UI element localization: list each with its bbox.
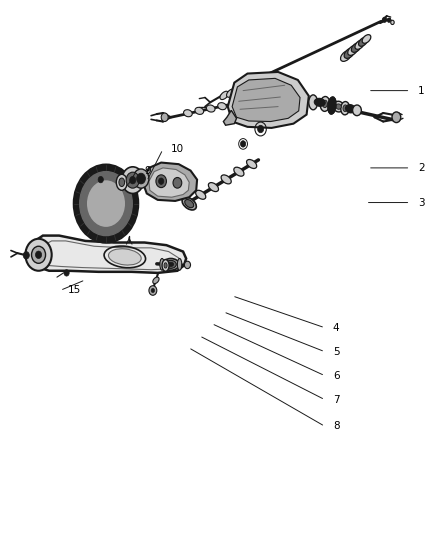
Ellipse shape — [162, 259, 179, 270]
Text: 2: 2 — [418, 163, 425, 173]
Ellipse shape — [177, 259, 182, 270]
Ellipse shape — [328, 97, 336, 114]
Circle shape — [184, 261, 191, 269]
Circle shape — [25, 239, 52, 271]
Ellipse shape — [206, 105, 215, 112]
Ellipse shape — [322, 100, 328, 108]
Ellipse shape — [196, 190, 206, 199]
Polygon shape — [232, 78, 300, 122]
Ellipse shape — [234, 167, 244, 176]
Ellipse shape — [119, 178, 124, 187]
Ellipse shape — [182, 197, 196, 210]
Text: 4: 4 — [333, 323, 339, 333]
Ellipse shape — [164, 263, 167, 268]
Text: 7: 7 — [333, 395, 339, 405]
Text: 8: 8 — [333, 422, 339, 431]
Polygon shape — [28, 236, 186, 273]
Circle shape — [126, 172, 139, 188]
Text: 3: 3 — [418, 198, 425, 207]
Circle shape — [159, 178, 164, 184]
Circle shape — [149, 286, 157, 295]
Circle shape — [122, 167, 144, 193]
Circle shape — [173, 177, 182, 188]
Circle shape — [151, 288, 155, 293]
Ellipse shape — [221, 175, 231, 184]
Text: 9: 9 — [145, 166, 151, 175]
Ellipse shape — [355, 40, 364, 50]
Circle shape — [35, 251, 42, 259]
Ellipse shape — [109, 249, 141, 265]
Circle shape — [156, 175, 166, 188]
Circle shape — [387, 18, 391, 22]
Circle shape — [258, 125, 264, 133]
Ellipse shape — [346, 104, 355, 113]
Text: 6: 6 — [333, 371, 339, 381]
Ellipse shape — [240, 84, 248, 93]
Circle shape — [391, 20, 394, 25]
Text: 5: 5 — [333, 347, 339, 357]
Circle shape — [137, 173, 145, 184]
Ellipse shape — [340, 51, 352, 61]
Ellipse shape — [185, 199, 194, 208]
Polygon shape — [149, 168, 189, 197]
Ellipse shape — [353, 105, 361, 116]
Circle shape — [86, 180, 126, 228]
Polygon shape — [223, 110, 237, 125]
Ellipse shape — [184, 110, 192, 117]
Text: 1: 1 — [418, 86, 425, 95]
Ellipse shape — [314, 98, 325, 107]
Polygon shape — [228, 72, 309, 128]
Circle shape — [74, 165, 138, 242]
Ellipse shape — [348, 45, 358, 55]
Circle shape — [64, 270, 69, 276]
Ellipse shape — [162, 260, 169, 271]
Ellipse shape — [344, 48, 355, 58]
Ellipse shape — [160, 259, 164, 270]
Ellipse shape — [343, 105, 347, 111]
Ellipse shape — [168, 262, 173, 266]
Ellipse shape — [226, 89, 235, 97]
Ellipse shape — [328, 97, 336, 114]
Ellipse shape — [208, 183, 219, 191]
Circle shape — [23, 252, 29, 259]
Polygon shape — [142, 163, 197, 201]
Ellipse shape — [233, 87, 242, 95]
Ellipse shape — [336, 104, 341, 109]
Circle shape — [161, 113, 168, 122]
Circle shape — [240, 141, 246, 147]
Circle shape — [130, 176, 136, 184]
Ellipse shape — [220, 91, 229, 100]
Circle shape — [80, 172, 132, 236]
Circle shape — [392, 112, 401, 123]
Text: 15: 15 — [68, 286, 81, 295]
Ellipse shape — [195, 107, 204, 115]
Ellipse shape — [362, 35, 371, 43]
Ellipse shape — [351, 43, 361, 52]
Ellipse shape — [166, 260, 176, 269]
Ellipse shape — [320, 96, 330, 111]
Ellipse shape — [247, 159, 257, 168]
Ellipse shape — [359, 37, 367, 46]
Ellipse shape — [330, 101, 334, 110]
Ellipse shape — [309, 95, 318, 110]
Ellipse shape — [333, 101, 344, 112]
Ellipse shape — [153, 277, 159, 284]
Ellipse shape — [341, 102, 350, 115]
Ellipse shape — [218, 103, 226, 110]
Text: 10: 10 — [171, 144, 184, 154]
Circle shape — [382, 17, 387, 22]
Circle shape — [98, 176, 103, 183]
Circle shape — [133, 169, 149, 188]
Circle shape — [32, 246, 46, 263]
Ellipse shape — [117, 174, 127, 190]
